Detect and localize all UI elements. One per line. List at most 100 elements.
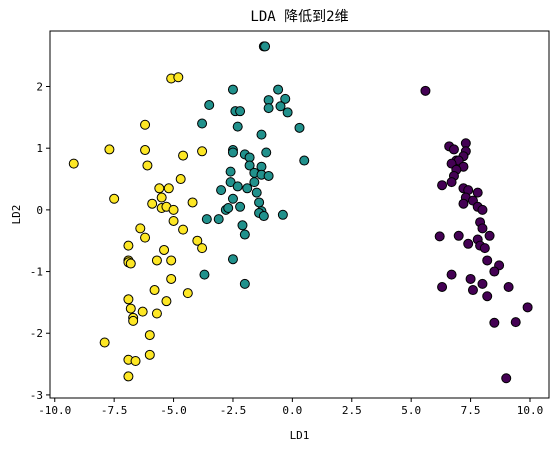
- data-point: [142, 160, 153, 171]
- data-point: [235, 106, 246, 117]
- data-point: [251, 187, 262, 198]
- data-point: [472, 187, 483, 198]
- data-point: [489, 266, 500, 277]
- data-point: [125, 303, 136, 314]
- data-point: [477, 223, 488, 234]
- data-point: [128, 315, 139, 326]
- x-tick-label: -7.5: [101, 404, 128, 417]
- data-point: [434, 231, 445, 242]
- data-point: [263, 170, 274, 181]
- data-point: [161, 296, 172, 307]
- y-axis-label: LD2: [10, 205, 23, 225]
- data-point: [123, 371, 134, 382]
- data-point: [187, 197, 198, 208]
- data-point: [140, 119, 151, 130]
- x-axis-label: LD1: [290, 429, 310, 442]
- data-point: [109, 193, 120, 204]
- data-point: [503, 281, 514, 292]
- data-point: [232, 181, 243, 192]
- data-point: [178, 224, 189, 235]
- y-tick-label: 0: [36, 204, 43, 217]
- x-tick-label: 10.0: [517, 404, 544, 417]
- data-point: [467, 285, 478, 296]
- data-point: [151, 308, 162, 319]
- data-point: [437, 281, 448, 292]
- series-3: [420, 85, 533, 384]
- data-point: [216, 185, 227, 196]
- data-point: [256, 129, 267, 140]
- data-point: [163, 183, 174, 194]
- data-point: [482, 291, 493, 302]
- data-point: [166, 273, 177, 284]
- data-point: [263, 103, 274, 114]
- data-point: [489, 317, 500, 328]
- data-point: [178, 150, 189, 161]
- data-point: [477, 278, 488, 289]
- data-point: [104, 144, 115, 155]
- data-point: [192, 235, 203, 246]
- data-point: [204, 100, 215, 111]
- data-point: [182, 288, 193, 299]
- data-point: [237, 220, 248, 231]
- data-point: [68, 158, 79, 169]
- data-point: [294, 122, 305, 133]
- x-tick-label: 0.0: [282, 404, 302, 417]
- x-tick-label: -5.0: [160, 404, 187, 417]
- data-point: [199, 269, 210, 280]
- data-point: [522, 302, 533, 313]
- data-point: [140, 232, 151, 243]
- data-point: [261, 147, 272, 158]
- y-tick-label: 2: [36, 81, 43, 94]
- series-2: [197, 41, 310, 289]
- plot-frame: [49, 30, 550, 399]
- x-tick-label: -10.0: [38, 404, 71, 417]
- y-axis: -3 -2 -1 0 1 2: [30, 81, 50, 402]
- data-point: [123, 240, 134, 251]
- data-point: [484, 230, 495, 241]
- data-point: [299, 155, 310, 166]
- data-point: [510, 317, 521, 328]
- data-point: [149, 285, 160, 296]
- data-point: [446, 269, 457, 280]
- data-point: [277, 209, 288, 220]
- data-point: [225, 177, 236, 188]
- data-point: [135, 223, 146, 234]
- data-point: [227, 193, 238, 204]
- y-tick-label: 1: [36, 142, 43, 155]
- data-point: [244, 160, 255, 171]
- data-point: [227, 254, 238, 265]
- data-point: [448, 144, 459, 155]
- data-point: [458, 198, 469, 209]
- data-point: [437, 180, 448, 191]
- data-point: [147, 198, 158, 209]
- data-point: [242, 183, 253, 194]
- data-point: [197, 146, 208, 157]
- data-point: [173, 72, 184, 83]
- x-tick-label: -2.5: [220, 404, 247, 417]
- data-point: [465, 273, 476, 284]
- data-point: [280, 93, 291, 104]
- data-point: [197, 118, 208, 129]
- data-point: [137, 306, 148, 317]
- data-point: [254, 197, 265, 208]
- series-1: [68, 72, 208, 382]
- data-point: [501, 373, 512, 384]
- data-point: [159, 244, 170, 255]
- data-point: [282, 107, 293, 118]
- data-point: [260, 41, 271, 52]
- points-layer: [68, 41, 533, 384]
- x-tick-label: 5.0: [401, 404, 421, 417]
- data-point: [232, 121, 243, 132]
- chart-title: LDA 降低到2维: [250, 9, 348, 25]
- data-point: [175, 174, 186, 185]
- data-point: [99, 337, 110, 348]
- data-point: [154, 183, 165, 194]
- data-point: [168, 204, 179, 215]
- data-point: [239, 278, 250, 289]
- data-point: [273, 84, 284, 95]
- data-point: [151, 255, 162, 266]
- data-point: [453, 230, 464, 241]
- data-point: [227, 147, 238, 158]
